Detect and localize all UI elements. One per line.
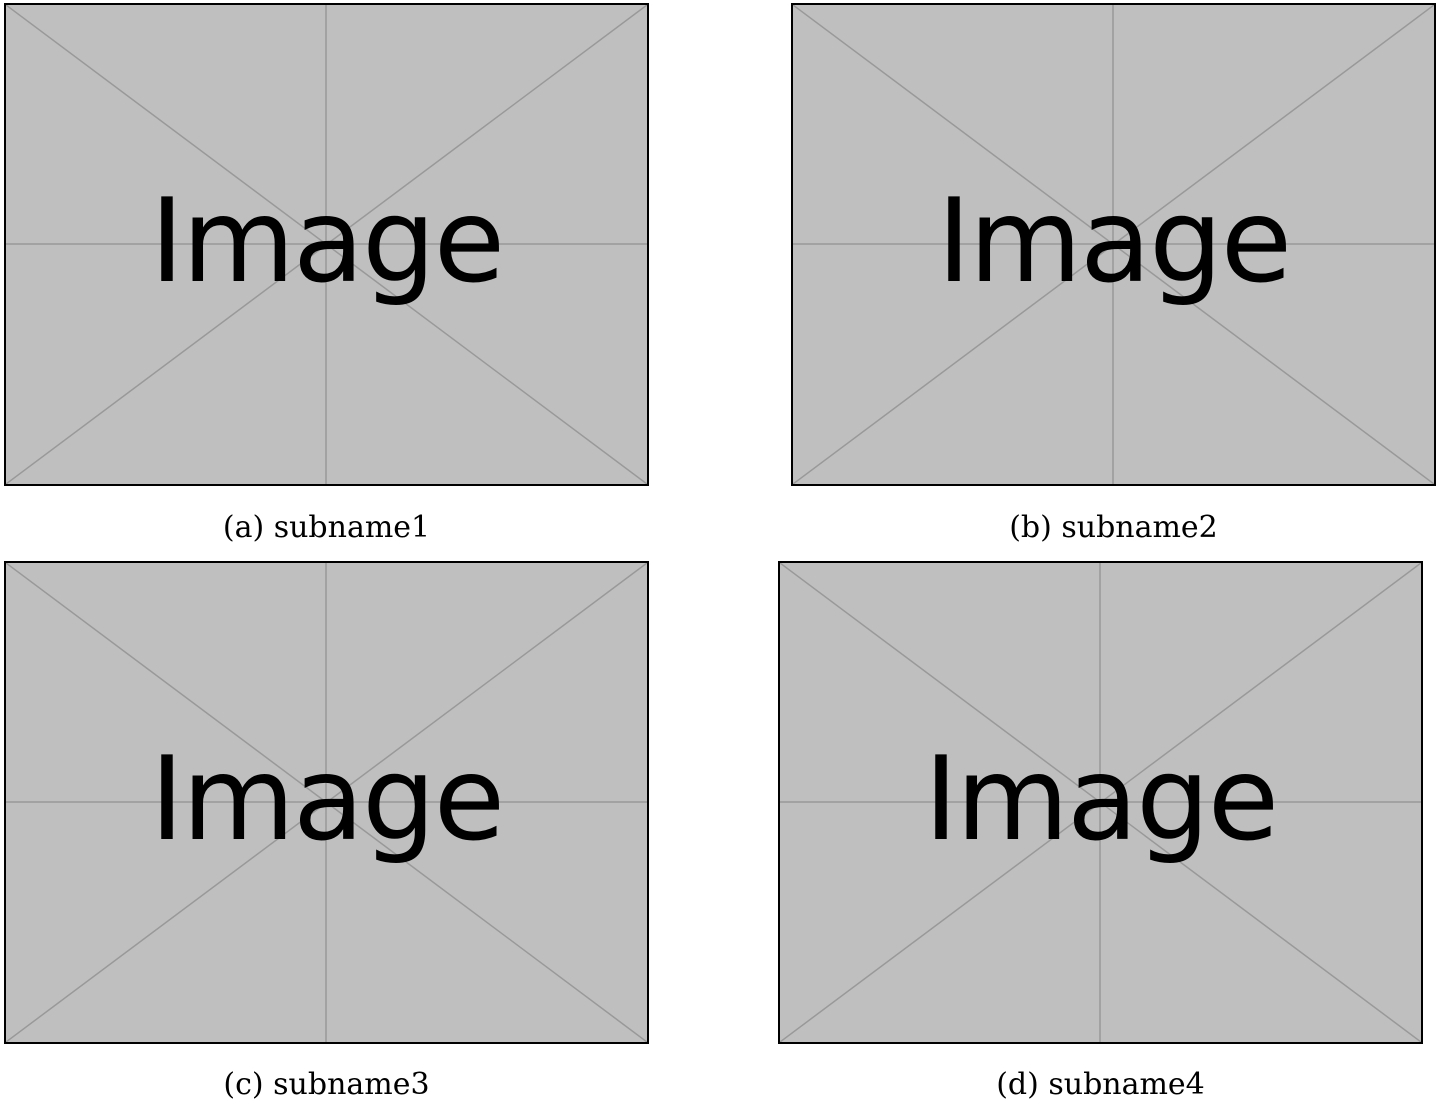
image-placeholder-a: Image: [4, 3, 649, 486]
placeholder-cross-icon: [780, 563, 1421, 1042]
placeholder-cross-icon: [793, 5, 1434, 484]
placeholder-cross-icon: [6, 563, 647, 1042]
caption-b: (b) subname2: [1009, 510, 1218, 545]
caption-d: (d) subname4: [996, 1067, 1205, 1102]
image-placeholder-b: Image: [791, 3, 1436, 486]
placeholder-label: Image: [149, 732, 505, 867]
caption-c: (c) subname3: [223, 1067, 430, 1102]
placeholder-label: Image: [936, 174, 1292, 309]
image-placeholder-c: Image: [4, 561, 649, 1044]
caption-a: (a) subname1: [222, 510, 431, 545]
image-placeholder-d: Image: [778, 561, 1423, 1044]
placeholder-cross-icon: [6, 5, 647, 484]
placeholder-label: Image: [923, 732, 1279, 867]
placeholder-label: Image: [149, 174, 505, 309]
